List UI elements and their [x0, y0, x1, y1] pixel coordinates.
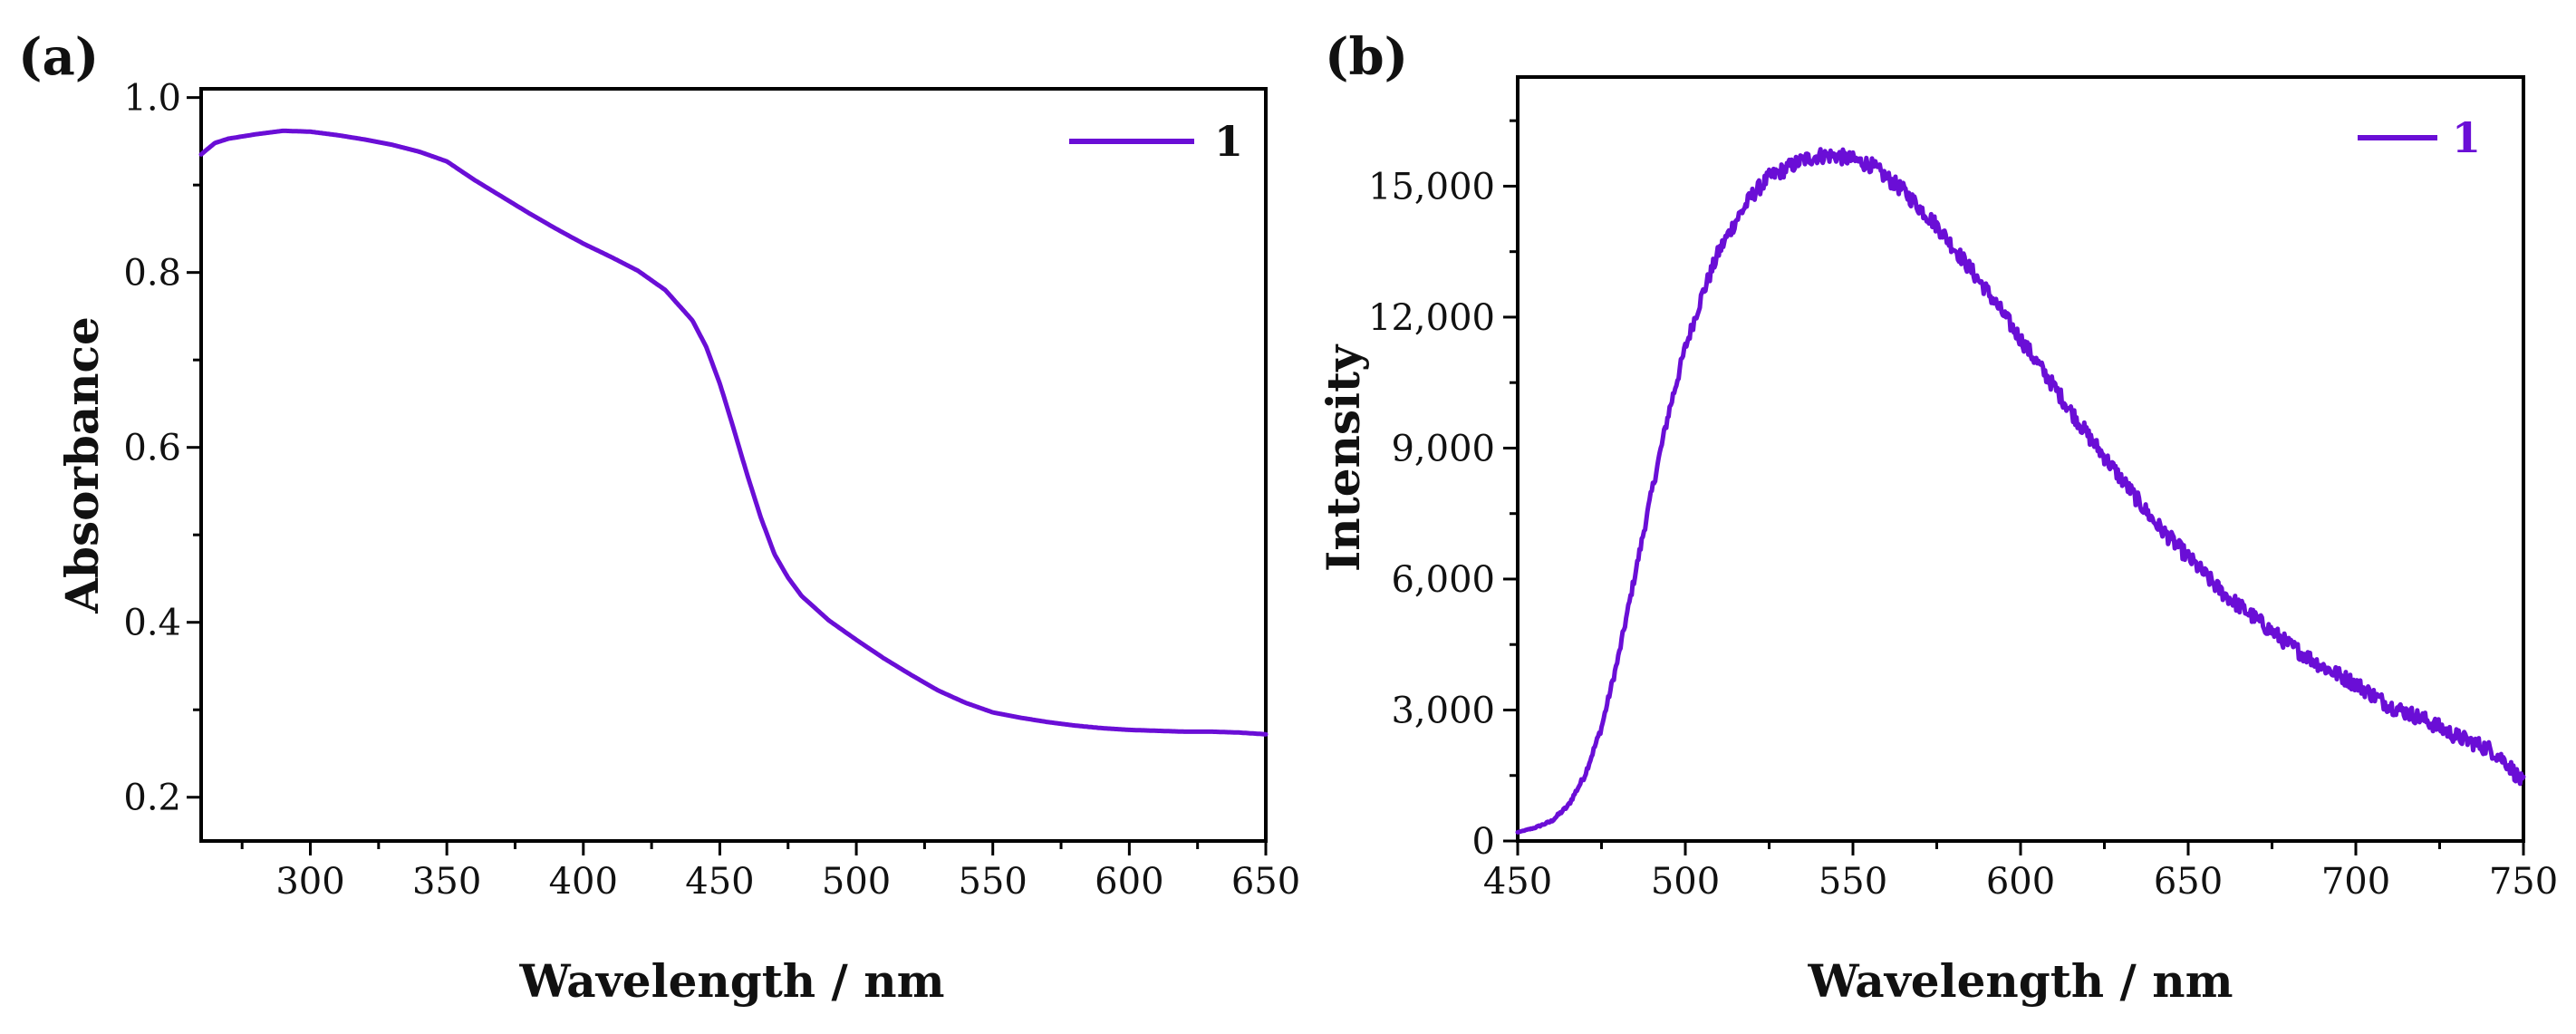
- plot-a-ticks: [187, 96, 1268, 855]
- x-tick-label: 600: [1986, 861, 2055, 903]
- x-tick-label: 650: [2154, 861, 2223, 903]
- y-tick-label: 0.2: [123, 778, 181, 819]
- y-tick-label: 0: [1472, 821, 1495, 863]
- intensity-panel: (b) 450 500 550 600 650 700 750 0 3,000 6,000 9,0…: [1317, 27, 2558, 1008]
- x-tick-label: 450: [685, 861, 754, 903]
- x-tick-label: 550: [1819, 861, 1887, 903]
- absorbance-series-line: [198, 128, 1269, 737]
- x-tick-label: 400: [549, 861, 618, 903]
- y-tick-label: 15,000: [1368, 166, 1495, 208]
- x-tick-label: 500: [1651, 861, 1720, 903]
- x-tick-label: 550: [959, 861, 1028, 903]
- plot-a-x-axis-title: Wavelength / nm: [519, 954, 945, 1008]
- y-tick-label: 12,000: [1368, 297, 1495, 339]
- y-tick-label: 0.6: [123, 428, 181, 469]
- legend-a-label: 1: [1214, 117, 1243, 166]
- absorbance-panel: (a) 300 350 400 450 500 550 600 650 0.20.40.60.…: [18, 27, 1300, 1008]
- y-tick-label: 0.4: [123, 603, 181, 644]
- plot-b-x-axis-title: Wavelength / nm: [1808, 954, 2233, 1008]
- plot-a-ytick-labels: 0.2 0.4 0.6 0.8 1.0: [123, 78, 181, 819]
- x-tick-label: 300: [275, 861, 344, 903]
- panel-b-label: (b): [1325, 27, 1408, 87]
- y-tick-label: 3,000: [1391, 690, 1495, 731]
- y-tick-label: 9,000: [1391, 428, 1495, 469]
- x-tick-label: 350: [412, 861, 481, 903]
- legend-b-label: 1: [2452, 113, 2481, 162]
- plot-a-frame: [199, 87, 1268, 843]
- plot-a-xtick-labels: 300 350 400 450 500 550 600 650: [275, 861, 1300, 903]
- x-tick-label: 500: [822, 861, 891, 903]
- plot-a-y-axis-title: Absorbance: [55, 316, 109, 614]
- x-tick-label: 750: [2489, 861, 2558, 903]
- x-tick-label: 650: [1231, 861, 1300, 903]
- plot-b-frame: [1516, 75, 2525, 843]
- x-tick-label: 450: [1483, 861, 1552, 903]
- intensity-series-line: [1515, 147, 2526, 835]
- y-tick-label: 6,000: [1391, 559, 1495, 601]
- plot-b-ytick-labels: 0 3,000 6,000 9,000 12,000 15,000: [1368, 166, 1495, 863]
- y-tick-label: 0.8: [123, 253, 181, 295]
- plot-b-ticks: [1503, 119, 2525, 855]
- x-tick-label: 700: [2321, 861, 2390, 903]
- y-tick-label: 1.0: [123, 78, 181, 120]
- x-tick-label: 600: [1095, 861, 1163, 903]
- plot-b-xtick-labels: 450 500 550 600 650 700 750: [1483, 861, 2558, 903]
- plot-b-y-axis-title: Intensity: [1317, 343, 1370, 572]
- panel-a-label: (a): [18, 27, 99, 87]
